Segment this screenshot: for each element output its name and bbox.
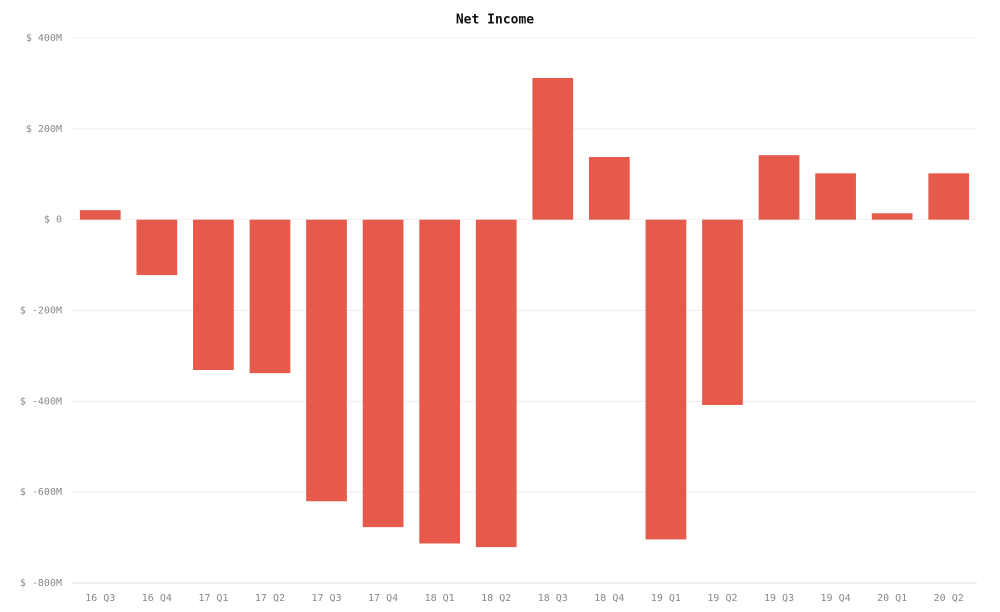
x-tick-label: 19 Q4: [821, 593, 851, 604]
bar: [928, 173, 970, 220]
x-tick-label: 18 Q3: [538, 593, 568, 604]
bar: [532, 77, 574, 220]
y-tick-label: $ 400M: [26, 33, 62, 44]
bar: [79, 210, 121, 220]
bar: [136, 219, 178, 276]
x-tick-label: 16 Q4: [142, 593, 172, 604]
bar: [362, 219, 404, 528]
bar: [815, 173, 856, 220]
x-tick-label: 16 Q3: [85, 593, 115, 604]
bar: [645, 219, 687, 540]
bar: [475, 219, 517, 548]
bar: [193, 219, 234, 370]
y-tick-label: $ 200M: [26, 124, 62, 135]
x-tick-label: 20 Q2: [934, 593, 964, 604]
x-tick-label: 17 Q2: [255, 593, 285, 604]
x-tick-label: 17 Q1: [198, 593, 228, 604]
x-tick-label: 17 Q3: [311, 593, 341, 604]
x-tick-label: 19 Q2: [707, 593, 737, 604]
chart-title: Net Income: [456, 13, 534, 28]
bar: [249, 219, 291, 374]
x-tick-label: 18 Q2: [481, 593, 511, 604]
y-tick-label: $ -400M: [20, 396, 62, 407]
bar: [306, 219, 347, 502]
x-tick-label: 18 Q1: [425, 593, 455, 604]
x-tick-label: 20 Q1: [877, 593, 907, 604]
x-tick-label: 19 Q1: [651, 593, 681, 604]
bar: [419, 219, 461, 544]
bar: [871, 213, 913, 220]
bar: [702, 219, 743, 405]
x-tick-label: 19 Q3: [764, 593, 794, 604]
y-tick-label: $ -800M: [20, 578, 62, 589]
x-tick-label: 17 Q4: [368, 593, 398, 604]
bar: [758, 155, 800, 220]
y-tick-label: $ -600M: [20, 487, 62, 498]
x-tick-label: 18 Q4: [594, 593, 624, 604]
y-tick-label: $ 0: [44, 215, 62, 226]
y-tick-label: $ -200M: [20, 306, 62, 317]
bar: [588, 156, 630, 220]
